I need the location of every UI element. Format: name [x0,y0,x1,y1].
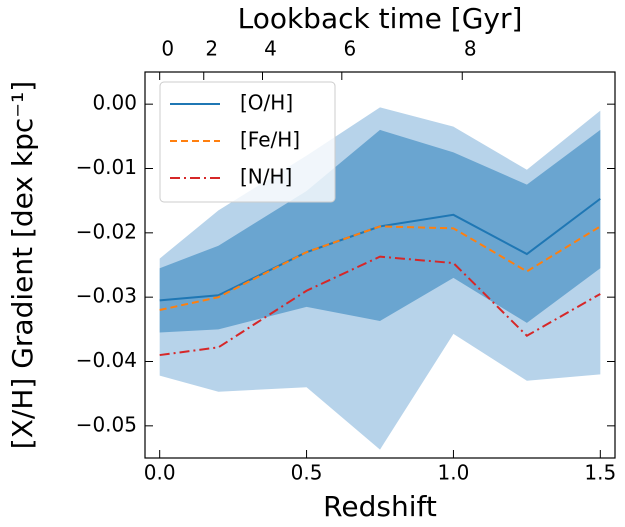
x-tick-label: 0.5 [291,461,323,485]
x-tick-label: 0.0 [144,461,176,485]
x-tick-label: 1.0 [438,461,470,485]
y-tick-label: −0.03 [76,284,137,308]
y-axis-label: [X/H] Gradient [dex kpc⁻¹] [6,81,39,449]
series-line [159,255,601,357]
y-tick-label: −0.05 [76,412,137,436]
legend-label: [O/H] [240,91,293,115]
y-tick-label: 0.00 [92,91,137,115]
x-tick-label: 1.5 [584,461,616,485]
x2-axis-label: Lookback time [Gyr] [238,2,523,35]
x2-tick-label: 8 [464,37,477,61]
x2-tick-label: 0 [161,37,174,61]
plot-frame [144,71,616,459]
x2-tick-label: 6 [343,37,356,61]
band [159,129,601,333]
legend-box [159,81,336,203]
legend-label: [N/H] [240,165,292,189]
legend-label: [Fe/H] [240,128,300,152]
y-tick-label: −0.02 [76,219,137,243]
y-tick-label: −0.01 [76,155,137,179]
y-tick-label: −0.04 [76,348,137,372]
series-line [159,225,601,312]
x2-tick-label: 4 [264,37,277,61]
x2-tick-label: 2 [205,37,218,61]
x-axis-label: Redshift [323,490,437,523]
